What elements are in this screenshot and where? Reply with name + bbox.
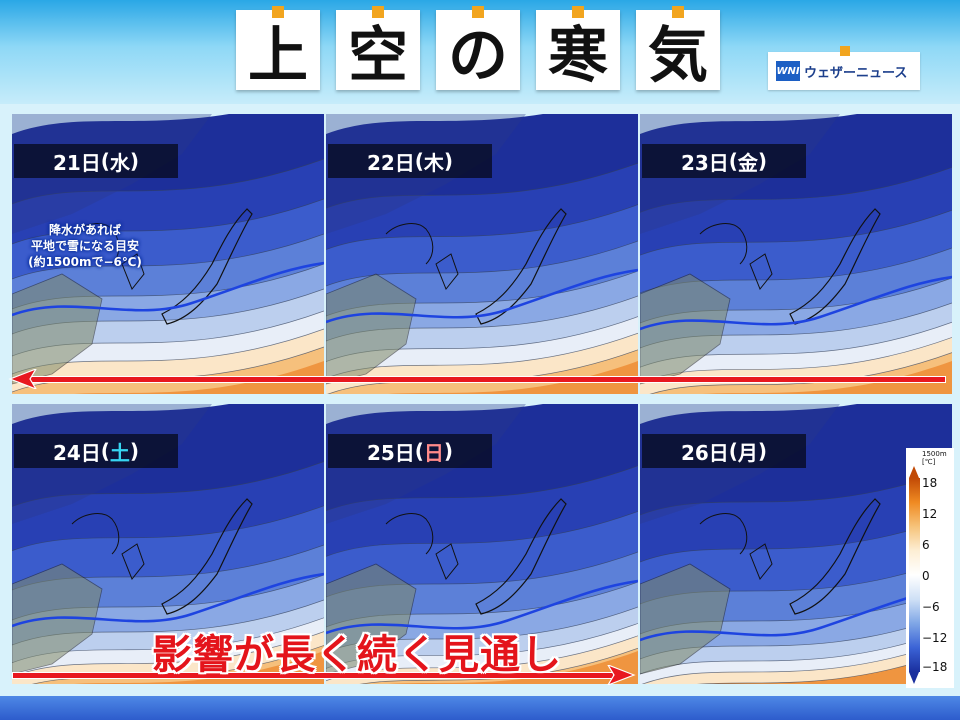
- day-label: 26日(月): [642, 434, 806, 468]
- legend-colorbar: [909, 478, 920, 672]
- legend-tick: −12: [922, 631, 948, 645]
- forecast-map-panel: 26日(月): [640, 404, 952, 684]
- forecast-map-panel: 23日(金): [640, 114, 952, 394]
- title-char: の: [436, 6, 520, 91]
- snow-guide-annotation: 降水があれば 平地で雪になる目安 (約1500mで−6℃): [28, 223, 142, 269]
- legend-tick: 18: [922, 476, 938, 490]
- logo-mark: WNI: [776, 61, 800, 81]
- weekday: 日: [423, 440, 444, 465]
- weekday: 土: [109, 440, 130, 465]
- day-label: 22日(木): [328, 144, 492, 178]
- weekday: 水: [109, 150, 130, 175]
- weekday: 金: [737, 150, 758, 175]
- day-label: 21日(水): [14, 144, 178, 178]
- logo-text: ウェザーニュース: [804, 65, 908, 81]
- legend-tick: −18: [922, 660, 948, 674]
- legend-tick: 12: [922, 507, 938, 521]
- legend-tick: 0: [922, 569, 930, 583]
- left-arrow: [8, 369, 948, 389]
- legend-tick: 6: [922, 538, 930, 552]
- weathernews-logo: WNI ウェザーニュース: [768, 46, 920, 90]
- forecast-map-panel: 21日(水): [12, 114, 324, 394]
- title-char: 空: [336, 6, 420, 91]
- bottom-caption: 影響が長く続く見通し: [152, 632, 562, 678]
- legend-bottom-tip: [909, 672, 919, 684]
- forecast-map-panel: 22日(木): [326, 114, 638, 394]
- page-title: 上 空 の 寒 気: [0, 6, 960, 94]
- weekday: 木: [423, 150, 444, 175]
- day-label: 23日(金): [642, 144, 806, 178]
- legend-top-tip: [909, 466, 919, 478]
- legend-tick: −6: [922, 600, 940, 614]
- right-arrow: [12, 665, 636, 685]
- title-char: 気: [636, 6, 720, 91]
- arrowhead-left-icon: [8, 369, 37, 389]
- weekday: 月: [737, 440, 758, 465]
- temperature-legend: 1500m [℃] 18 12 6 0 −6 −12 −18: [906, 448, 954, 688]
- footer-band: [0, 696, 960, 720]
- forecast-map-panel: 24日(土): [12, 404, 324, 684]
- day-label: 24日(土): [14, 434, 178, 468]
- arrowhead-right-icon: [607, 665, 636, 685]
- title-char: 上: [236, 6, 320, 91]
- title-char: 寒: [536, 6, 620, 91]
- day-label: 25日(日): [328, 434, 492, 468]
